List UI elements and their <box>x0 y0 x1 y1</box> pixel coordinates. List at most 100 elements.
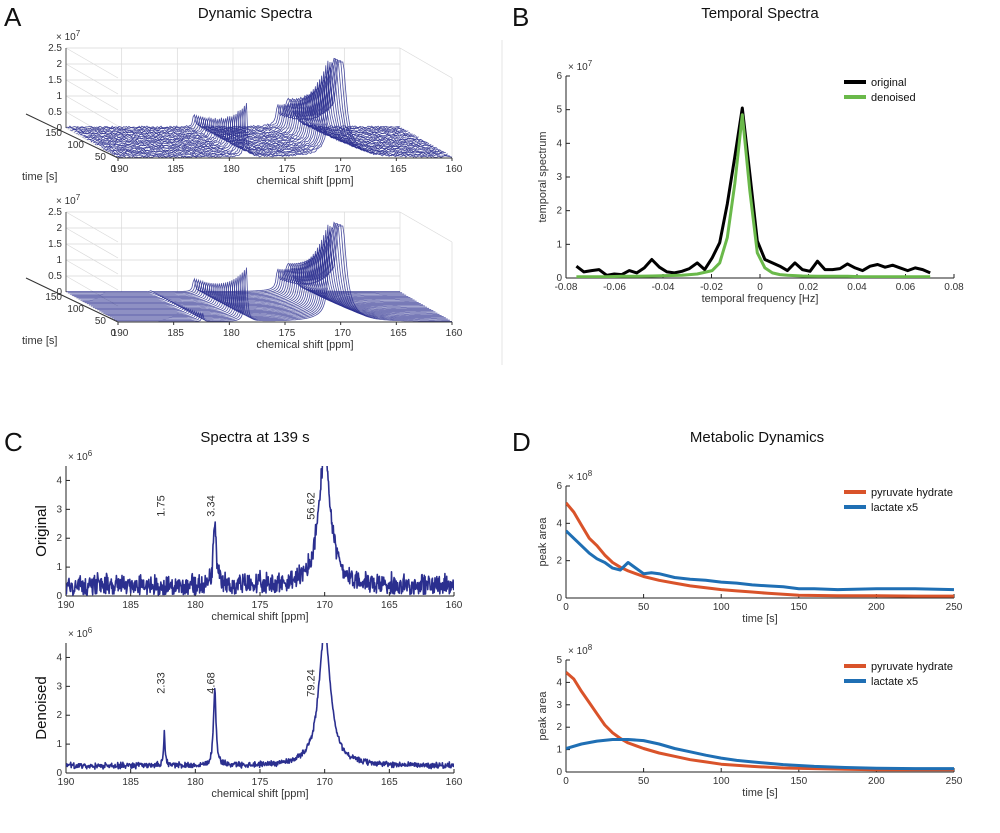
x-tick-label: 0 <box>757 282 763 293</box>
legend-label: pyruvate hydrate <box>871 661 953 673</box>
waterfall-trace <box>101 243 436 313</box>
time-axis <box>25 113 119 159</box>
waterfall-trace <box>93 253 427 308</box>
waterfall-trace <box>117 61 453 159</box>
grid-line-right <box>399 47 453 79</box>
x-tick-label: 50 <box>638 776 650 787</box>
waterfall-trace <box>109 226 444 318</box>
panel-label-a: A <box>4 2 22 32</box>
x-tick-label: 175 <box>252 600 269 611</box>
time-tick-label: 50 <box>95 152 107 163</box>
waterfall-trace <box>82 260 417 302</box>
series-line-denoised <box>66 643 454 770</box>
waterfall-trace <box>97 249 432 310</box>
waterfall-trace <box>95 251 430 309</box>
grid-line-side <box>65 47 119 79</box>
waterfall-trace <box>105 235 440 315</box>
waterfall-trace <box>107 231 442 316</box>
time-axis-label: time [s] <box>22 171 57 183</box>
x-tick-label: 175 <box>252 777 269 788</box>
waterfall-trace <box>115 224 450 321</box>
y-tick-label: 0 <box>556 273 562 284</box>
waterfall-trace <box>101 79 436 149</box>
x-tick-label: 175 <box>279 164 296 175</box>
waterfall-trace <box>68 263 403 294</box>
grid-line-side <box>65 95 119 127</box>
y-tick-label: 0 <box>56 591 62 602</box>
series-line-pyruvate-hydrate <box>566 501 954 598</box>
x-tick-label: 200 <box>868 776 885 787</box>
chart-D-top: 0 50 100 150 200 250 0 2 4 6 × 108 time [s] peak are… <box>537 469 963 625</box>
y-tick-label: 2 <box>556 722 562 733</box>
x-tick-label: 160 <box>446 164 463 175</box>
x-tick-label: 250 <box>946 602 963 613</box>
peak-annotation: 1.75 <box>155 495 167 516</box>
x-tick-label: 165 <box>390 164 407 175</box>
y-exponent-label: × 106 <box>68 626 93 640</box>
title-c: Spectra at 139 s <box>200 429 309 446</box>
series-line-denoised <box>576 113 931 278</box>
waterfall-trace <box>88 91 424 142</box>
series-line-lactate-x5 <box>566 529 954 592</box>
time-tick-label: 100 <box>67 304 84 315</box>
waterfall-trace <box>70 97 405 131</box>
y-tick-label: 4 <box>56 652 62 663</box>
x-tick-label: 170 <box>334 164 351 175</box>
title-a: Dynamic Spectra <box>198 5 313 22</box>
x-axis-label: chemical shift [ppm] <box>211 611 308 623</box>
y-tick-label: 1 <box>56 739 62 750</box>
title-d: Metabolic Dynamics <box>690 429 824 446</box>
chart-B: -0.08 -0.06 -0.04 -0.02 0 0.02 0.04 0.06 0.08 0 1 2… <box>537 59 964 305</box>
waterfall-trace <box>107 66 442 153</box>
grid-line-side <box>65 259 119 291</box>
peak-annotation: 4.68 <box>206 672 218 693</box>
waterfall-trace <box>103 239 438 314</box>
x-tick-label: 180 <box>223 328 240 339</box>
z-tick-label: 2.5 <box>48 43 62 54</box>
z-tick-label: 2.5 <box>48 207 62 218</box>
panel-label-d: D <box>512 427 531 457</box>
x-tick-label: 250 <box>946 776 963 787</box>
y-tick-label: 4 <box>556 518 562 529</box>
waterfall-trace <box>99 246 434 312</box>
waterfall-trace <box>70 263 405 295</box>
y-tick-label: 3 <box>556 700 562 711</box>
x-tick-label: 180 <box>187 600 204 611</box>
waterfall-trace <box>91 255 426 307</box>
x-tick-label: 0.04 <box>847 282 867 293</box>
chart-C-top: 190 185 180 175 170 165 160 0 1 2 3 4 × 106 chemical … <box>33 449 463 623</box>
x-tick-label: 190 <box>112 164 129 175</box>
x-axis-label: chemical shift [ppm] <box>211 788 308 800</box>
series-line-lactate-x5 <box>566 738 954 771</box>
x-tick-label: 50 <box>638 602 650 613</box>
y-tick-label: 4 <box>556 677 562 688</box>
x-tick-label: -0.08 <box>555 282 578 293</box>
y-tick-label: 3 <box>56 681 62 692</box>
x-tick-label: 190 <box>58 777 75 788</box>
time-tick-label: 150 <box>45 128 62 139</box>
time-tick-label: 100 <box>67 140 84 151</box>
waterfall-trace <box>113 223 448 320</box>
x-tick-label: 160 <box>446 328 463 339</box>
x-tick-label: 165 <box>390 328 407 339</box>
waterfall-trace <box>105 69 440 152</box>
waterfall-trace <box>84 259 419 303</box>
z-exponent-label: × 107 <box>56 29 81 43</box>
y-tick-label: 5 <box>556 655 562 666</box>
y-tick-label: 3 <box>56 504 62 515</box>
time-axis <box>25 277 119 323</box>
x-tick-label: 0 <box>563 776 569 787</box>
x-tick-label: 190 <box>112 328 129 339</box>
waterfall-trace <box>84 93 419 140</box>
x-axis-label: time [s] <box>742 613 777 625</box>
waterfall-trace <box>111 221 446 319</box>
x-tick-label: -0.04 <box>652 282 675 293</box>
x-tick-label: 200 <box>868 602 885 613</box>
waterfall-trace <box>97 83 432 147</box>
x-tick-label: 180 <box>223 164 240 175</box>
y-tick-label: 0 <box>556 593 562 604</box>
x-tick-label: 175 <box>279 328 296 339</box>
title-b: Temporal Spectra <box>701 5 819 22</box>
